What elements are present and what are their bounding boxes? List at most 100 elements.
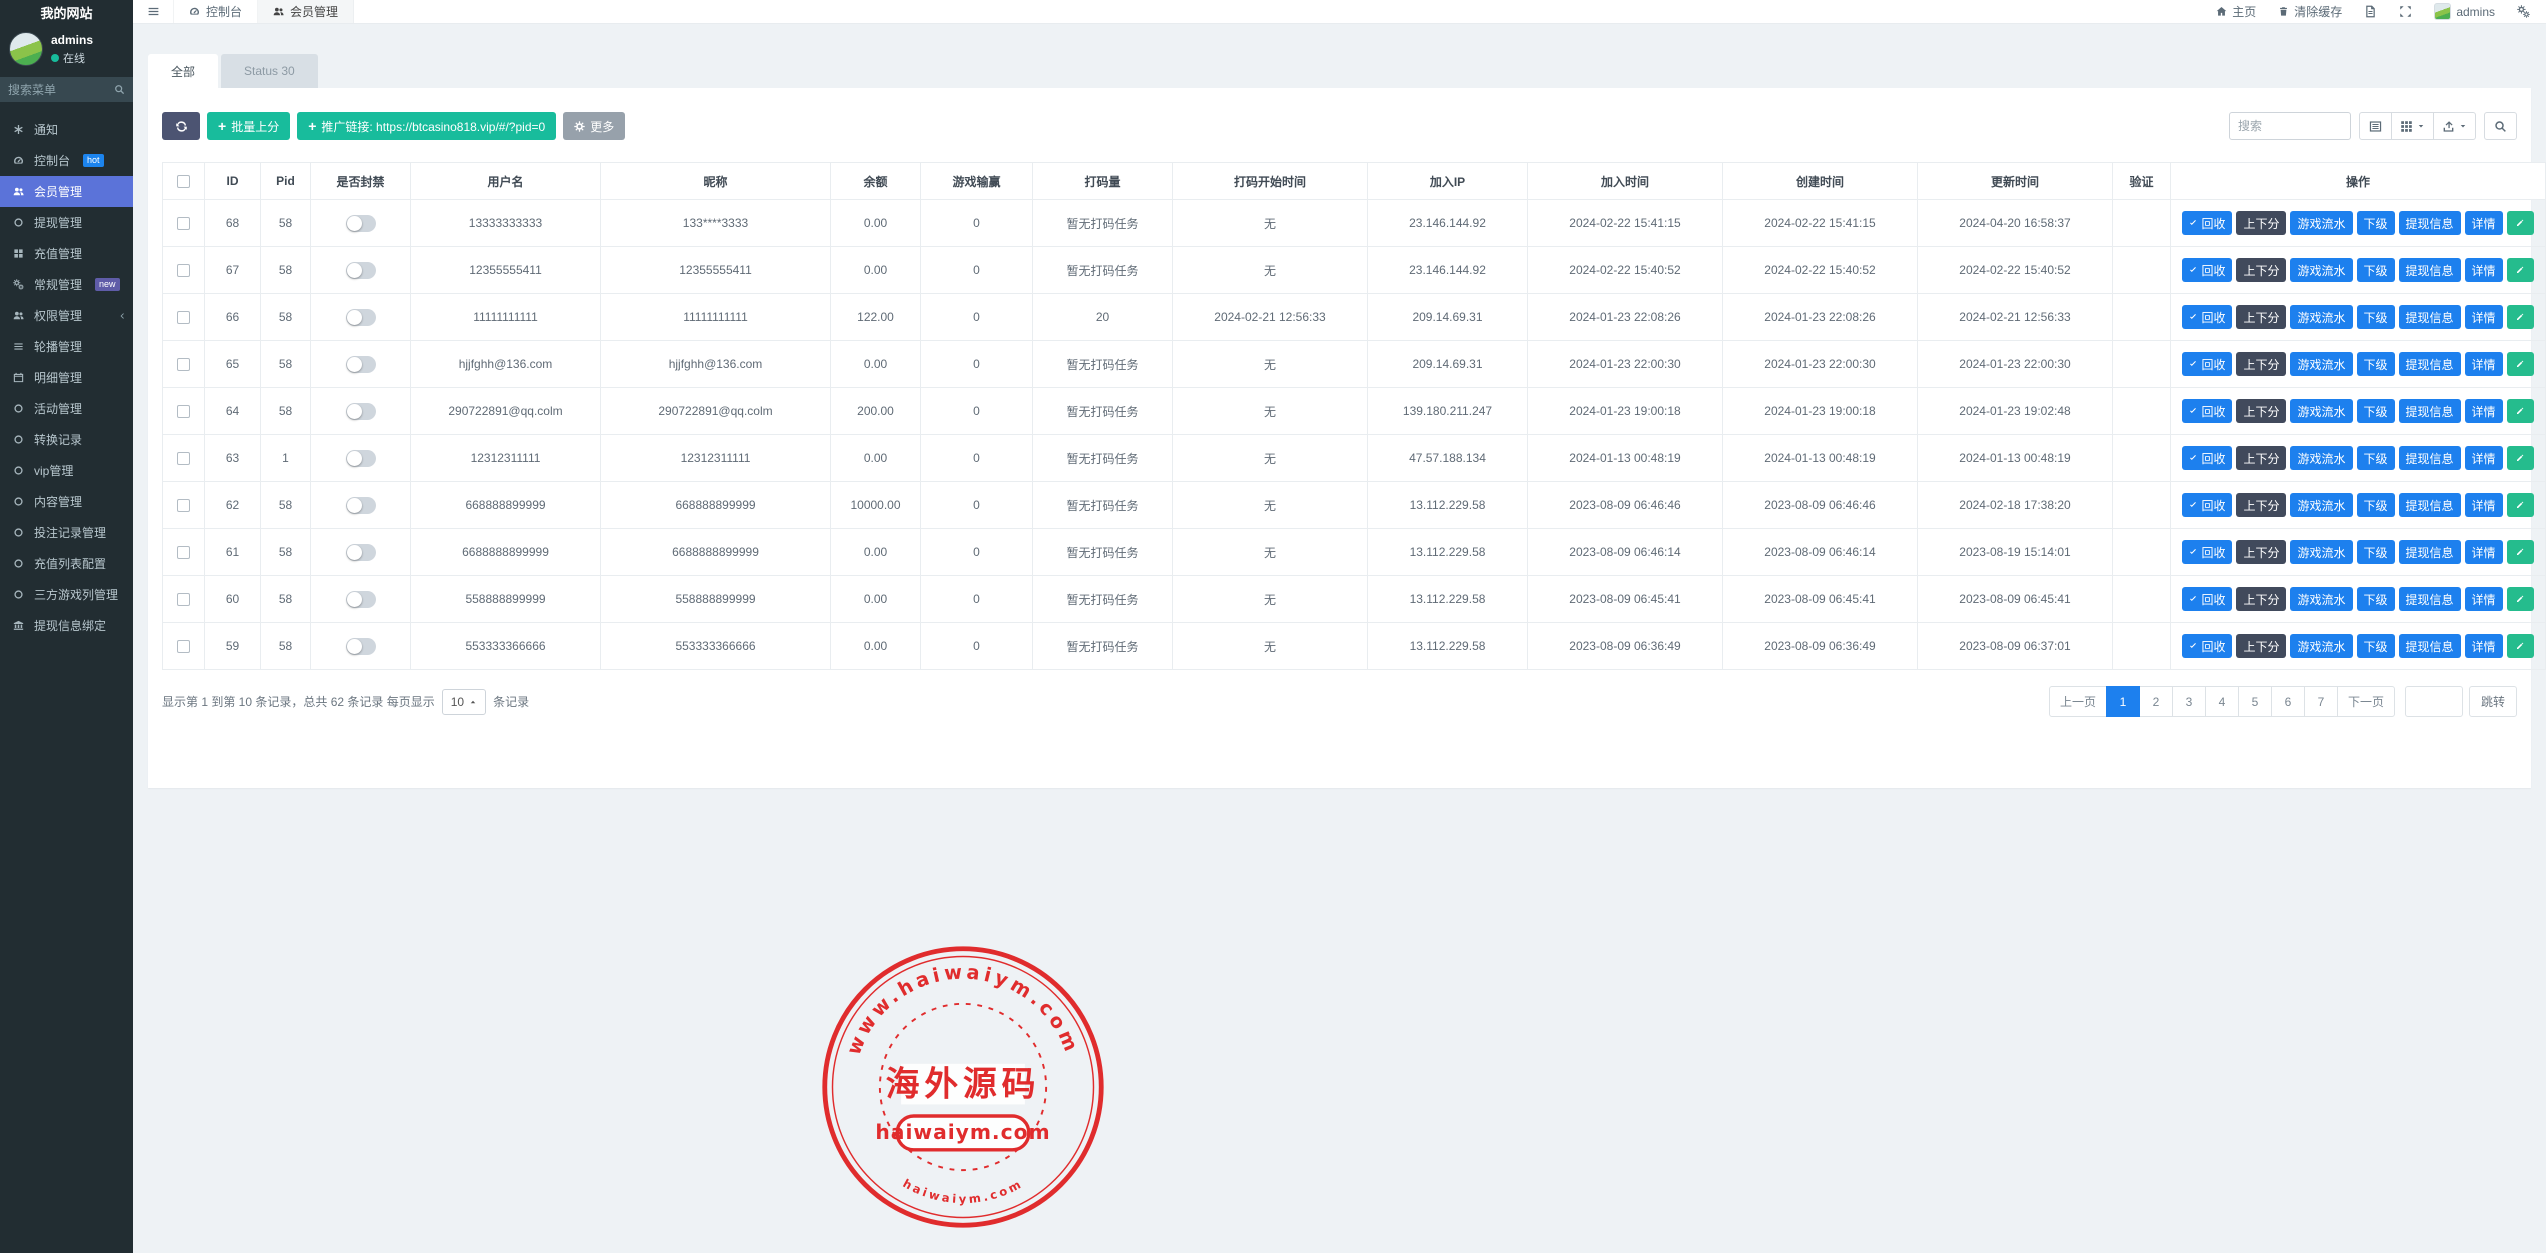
game-flow-button[interactable]: 游戏流水	[2290, 634, 2353, 658]
per-page-select[interactable]: 10	[441, 688, 487, 715]
detail-button[interactable]: 详情	[2464, 540, 2503, 564]
select-all-checkbox[interactable]	[177, 175, 190, 189]
row-checkbox[interactable]	[177, 358, 190, 372]
search-submit-button[interactable]	[2484, 112, 2517, 140]
game-flow-button[interactable]: 游戏流水	[2290, 446, 2353, 470]
export-button[interactable]	[2433, 112, 2476, 140]
withdraw-info-button[interactable]: 提现信息	[2398, 211, 2461, 235]
edit-button[interactable]	[2506, 634, 2534, 658]
detail-button[interactable]: 详情	[2464, 493, 2503, 517]
filter-tab-all[interactable]: 全部	[148, 54, 219, 88]
row-checkbox[interactable]	[177, 640, 190, 654]
batch-add-score-button[interactable]: + 批量上分	[207, 112, 291, 140]
table-search-input[interactable]	[2229, 112, 2351, 140]
column-header[interactable]: 用户名	[410, 162, 601, 200]
withdraw-info-button[interactable]: 提现信息	[2398, 305, 2461, 329]
page-button-1[interactable]: 1	[2105, 686, 2140, 717]
detail-button[interactable]: 详情	[2464, 399, 2503, 423]
updown-button[interactable]: 上下分	[2236, 211, 2287, 235]
page-button-6[interactable]: 6	[2270, 686, 2305, 717]
page-button-7[interactable]: 7	[2303, 686, 2338, 717]
sidebar-item-bet-records[interactable]: 投注记录管理	[0, 517, 133, 548]
ban-toggle[interactable]	[345, 355, 376, 373]
withdraw-info-button[interactable]: 提现信息	[2398, 634, 2461, 658]
column-header[interactable]: 加入时间	[1527, 162, 1723, 200]
sidebar-item-activity[interactable]: 活动管理	[0, 393, 133, 424]
withdraw-info-button[interactable]: 提现信息	[2398, 540, 2461, 564]
sidebar-item-convert[interactable]: 转换记录	[0, 424, 133, 455]
subordinate-button[interactable]: 下级	[2356, 446, 2395, 470]
row-checkbox[interactable]	[177, 452, 190, 466]
detail-button[interactable]: 详情	[2464, 446, 2503, 470]
ban-toggle[interactable]	[345, 261, 376, 279]
search-icon[interactable]	[114, 84, 125, 95]
row-checkbox[interactable]	[177, 499, 190, 513]
withdraw-info-button[interactable]: 提现信息	[2398, 446, 2461, 470]
updown-button[interactable]: 上下分	[2236, 587, 2287, 611]
sidebar-item-recharge[interactable]: 充值管理	[0, 238, 133, 269]
row-checkbox[interactable]	[177, 546, 190, 560]
subordinate-button[interactable]: 下级	[2356, 211, 2395, 235]
sidebar-item-detail[interactable]: 明细管理	[0, 362, 133, 393]
column-header[interactable]: 是否封禁	[310, 162, 411, 200]
column-header[interactable]: 游戏输赢	[920, 162, 1033, 200]
filter-tab-status-30[interactable]: Status 30	[221, 54, 318, 88]
row-checkbox[interactable]	[177, 217, 190, 231]
recycle-button[interactable]: 回收	[2182, 399, 2233, 423]
fullscreen-button[interactable]	[2399, 5, 2412, 18]
detail-button[interactable]: 详情	[2464, 352, 2503, 376]
row-checkbox[interactable]	[177, 264, 190, 278]
updown-button[interactable]: 上下分	[2236, 399, 2287, 423]
ban-toggle[interactable]	[345, 543, 376, 561]
detail-button[interactable]: 详情	[2464, 587, 2503, 611]
column-header[interactable]: ID	[204, 162, 261, 200]
edit-button[interactable]	[2506, 305, 2534, 329]
page-button-4[interactable]: 4	[2204, 686, 2239, 717]
ban-toggle[interactable]	[345, 449, 376, 467]
row-checkbox[interactable]	[177, 593, 190, 607]
recycle-button[interactable]: 回收	[2182, 211, 2233, 235]
updown-button[interactable]: 上下分	[2236, 258, 2287, 282]
updown-button[interactable]: 上下分	[2236, 493, 2287, 517]
sidebar-search-input[interactable]	[8, 82, 114, 97]
sidebar-item-notice[interactable]: 通知	[0, 114, 133, 145]
recycle-button[interactable]: 回收	[2182, 634, 2233, 658]
sidebar-item-recharge-list[interactable]: 充值列表配置	[0, 548, 133, 579]
updown-button[interactable]: 上下分	[2236, 446, 2287, 470]
promo-link-button[interactable]: + 推广链接: https://btcasino818.vip/#/?pid=0	[297, 112, 557, 140]
refresh-button[interactable]	[162, 112, 200, 140]
game-flow-button[interactable]: 游戏流水	[2290, 399, 2353, 423]
row-checkbox[interactable]	[177, 405, 190, 419]
withdraw-info-button[interactable]: 提现信息	[2398, 399, 2461, 423]
edit-button[interactable]	[2506, 352, 2534, 376]
recycle-button[interactable]: 回收	[2182, 258, 2233, 282]
edit-button[interactable]	[2506, 258, 2534, 282]
subordinate-button[interactable]: 下级	[2356, 540, 2395, 564]
game-flow-button[interactable]: 游戏流水	[2290, 587, 2353, 611]
user-menu[interactable]: admins	[2434, 3, 2495, 20]
sidebar-item-general[interactable]: 常规管理 new	[0, 269, 133, 300]
recycle-button[interactable]: 回收	[2182, 587, 2233, 611]
ban-toggle[interactable]	[345, 590, 376, 608]
recycle-button[interactable]: 回收	[2182, 305, 2233, 329]
sidebar-item-permission[interactable]: 权限管理	[0, 300, 133, 331]
detail-button[interactable]: 详情	[2464, 305, 2503, 329]
home-link[interactable]: 主页	[2216, 3, 2256, 20]
withdraw-info-button[interactable]: 提现信息	[2398, 493, 2461, 517]
log-document-button[interactable]	[2364, 5, 2377, 18]
game-flow-button[interactable]: 游戏流水	[2290, 211, 2353, 235]
recycle-button[interactable]: 回收	[2182, 540, 2233, 564]
columns-button[interactable]	[2391, 112, 2434, 140]
ban-toggle[interactable]	[345, 214, 376, 232]
sidebar-item-withdraw-binding[interactable]: 提现信息绑定	[0, 610, 133, 641]
sidebar-item-carousel[interactable]: 轮播管理	[0, 331, 133, 362]
row-checkbox[interactable]	[177, 311, 190, 325]
edit-button[interactable]	[2506, 399, 2534, 423]
jump-button[interactable]: 跳转	[2468, 686, 2517, 717]
prev-page-button[interactable]: 上一页	[2048, 686, 2107, 717]
recycle-button[interactable]: 回收	[2182, 493, 2233, 517]
column-header[interactable]: 打码开始时间	[1172, 162, 1368, 200]
sidebar-item-withdraw[interactable]: 提现管理	[0, 207, 133, 238]
subordinate-button[interactable]: 下级	[2356, 305, 2395, 329]
sidebar-item-third-games[interactable]: 三方游戏列管理	[0, 579, 133, 610]
